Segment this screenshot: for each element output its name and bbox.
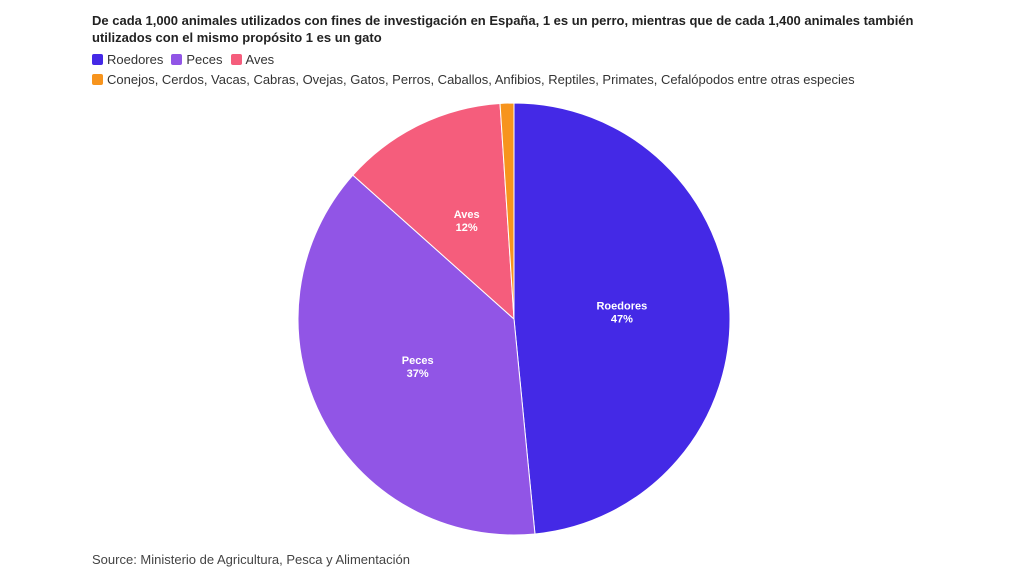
slice-label: Roedores — [596, 301, 647, 313]
slice-label: Aves — [454, 209, 480, 221]
legend-label: Aves — [245, 52, 275, 67]
source: Source: Ministerio de Agricultura, Pesca… — [92, 552, 410, 567]
legend-swatch — [92, 54, 103, 65]
value-label: 12% — [456, 222, 478, 234]
slice-label: Peces — [402, 355, 434, 367]
legend-item: Roedores — [92, 52, 163, 67]
legend-item: Conejos, Cerdos, Vacas, Cabras, Ovejas, … — [92, 72, 855, 87]
legend-item: Peces — [171, 52, 223, 67]
legend-swatch — [230, 54, 242, 65]
legend-label: Roedores — [107, 52, 164, 67]
chart-title: De cada 1,000 animales utilizados con fi… — [92, 13, 914, 45]
legend: Conejos, Cerdos, Vacas, Cabras, Ovejas, … — [92, 72, 855, 87]
pie-slice — [499, 102, 515, 320]
legend-label: Peces — [186, 52, 223, 67]
pie-slice — [513, 102, 731, 535]
legend-swatch — [92, 74, 103, 85]
pie-slice — [352, 102, 515, 321]
legend: Roedores Peces Aves — [92, 52, 274, 67]
pie-slice — [297, 174, 536, 536]
value-label: 37% — [407, 368, 429, 380]
legend-swatch — [171, 54, 183, 65]
value-label: 47% — [611, 314, 633, 326]
legend-label: Conejos, Cerdos, Vacas, Cabras, Ovejas, … — [107, 72, 855, 87]
legend-item: Aves — [230, 52, 275, 67]
